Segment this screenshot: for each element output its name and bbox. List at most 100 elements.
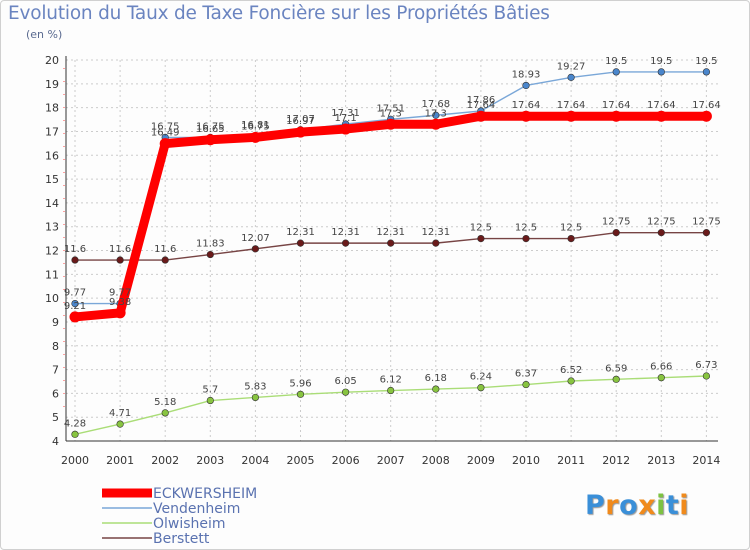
- data-label-olwisheim: 6.66: [650, 362, 672, 373]
- data-point-vendenheim: [567, 73, 575, 81]
- data-point-olwisheim: [657, 374, 665, 382]
- y-tick-label: 14: [45, 197, 59, 210]
- x-tick-label: 2014: [692, 454, 720, 467]
- data-label-vendenheim: 17.07: [286, 114, 315, 125]
- data-label-vendenheim: 19.5: [605, 56, 627, 67]
- data-label-vendenheim: 17.86: [467, 95, 496, 106]
- logo-letter: P: [585, 490, 606, 521]
- x-tick-label: 2006: [332, 454, 360, 467]
- legend-label: ECKWERSHEIM: [153, 486, 257, 502]
- data-point-berstett: [612, 229, 620, 237]
- y-tick-label: 9: [52, 316, 59, 329]
- data-point-berstett: [477, 234, 485, 243]
- y-tick-label: 12: [45, 245, 59, 258]
- data-label-vendenheim: 18.93: [512, 69, 541, 80]
- data-label-vendenheim: 9.77: [109, 288, 131, 299]
- data-point-berstett: [116, 256, 124, 264]
- legend-label: Berstett: [153, 531, 210, 547]
- data-label-eckwersheim: 16.65: [196, 124, 225, 135]
- data-point-eckwersheim: [159, 138, 171, 150]
- data-label-eckwersheim: 9.21: [64, 301, 86, 312]
- data-point-eckwersheim: [69, 311, 81, 323]
- data-point-eckwersheim: [610, 110, 622, 122]
- data-point-berstett: [71, 256, 79, 264]
- data-label-berstett: 12.31: [421, 227, 450, 238]
- data-label-berstett: 12.31: [286, 227, 315, 238]
- data-label-eckwersheim: 17.64: [467, 100, 496, 111]
- data-label-berstett: 12.75: [602, 217, 631, 228]
- data-label-berstett: 11.6: [154, 244, 176, 255]
- data-point-berstett: [702, 229, 711, 237]
- axes: 4 5 6 7 8 9 10 11 12 13 14 15 16 17 18 19 20 2000 2001 2002…: [45, 54, 720, 467]
- y-tick-label: 18: [45, 102, 59, 115]
- data-point-olwisheim: [477, 384, 485, 392]
- data-point-olwisheim: [161, 409, 169, 417]
- x-tick-label: 2011: [557, 454, 585, 467]
- data-point-vendenheim: [432, 111, 440, 119]
- unit-label: (en %): [26, 28, 63, 41]
- data-point-eckwersheim: [295, 126, 306, 138]
- data-label-vendenheim: 17.31: [331, 108, 360, 119]
- x-tick-label: 2012: [602, 454, 630, 467]
- data-label-olwisheim: 5.18: [154, 397, 176, 408]
- y-tick-label: 20: [45, 54, 59, 67]
- data-point-eckwersheim: [340, 123, 352, 135]
- data-label-olwisheim: 6.05: [334, 376, 356, 387]
- data-label-olwisheim: 4.71: [109, 408, 131, 419]
- data-label-olwisheim: 5.96: [289, 378, 311, 389]
- y-tick-label: 17: [45, 125, 59, 138]
- data-point-berstett: [342, 239, 350, 247]
- data-point-berstett: [161, 256, 169, 264]
- data-point-berstett: [251, 245, 259, 253]
- data-point-berstett: [522, 234, 530, 243]
- data-label-berstett: 12.31: [376, 227, 405, 238]
- x-tick-label: 2003: [196, 454, 224, 467]
- data-label-vendenheim: 16.75: [151, 121, 180, 132]
- data-label-eckwersheim: 17.64: [602, 100, 631, 111]
- data-point-olwisheim: [206, 396, 214, 405]
- data-point-berstett: [432, 239, 440, 247]
- y-tick-label: 15: [45, 173, 59, 186]
- y-tick-label: 11: [45, 268, 59, 281]
- data-point-olwisheim: [702, 372, 711, 380]
- data-label-eckwersheim: 17.64: [692, 100, 721, 111]
- x-tick-label: 2008: [422, 454, 450, 467]
- data-label-olwisheim: 6.18: [425, 373, 447, 384]
- data-point-vendenheim: [522, 81, 530, 90]
- data-point-berstett: [567, 234, 575, 243]
- data-label-eckwersheim: 16.49: [151, 128, 180, 139]
- x-tick-label: 2001: [106, 454, 134, 467]
- data-label-vendenheim: 16.81: [241, 120, 270, 131]
- data-point-eckwersheim: [430, 118, 442, 130]
- data-label-berstett: 12.5: [470, 223, 492, 234]
- logo-letter: t: [665, 490, 680, 521]
- data-label-olwisheim: 6.24: [470, 372, 492, 383]
- data-point-vendenheim: [612, 68, 620, 76]
- data-label-vendenheim: 19.5: [695, 56, 717, 67]
- data-label-eckwersheim: 9.38: [109, 297, 131, 308]
- data-labels: 11.6 11.6 11.6 11.83 12.07 12.31 12.31 12.31 12.…: [64, 56, 721, 429]
- data-point-eckwersheim: [565, 110, 577, 122]
- data-point-eckwersheim: [249, 131, 261, 143]
- data-label-vendenheim: 17.51: [376, 103, 405, 114]
- x-tick-label: 2000: [61, 454, 89, 467]
- data-point-berstett: [657, 229, 665, 237]
- y-tick-label: 4: [52, 435, 59, 448]
- logo-letter: r: [605, 490, 620, 521]
- data-label-olwisheim: 6.37: [515, 369, 537, 380]
- data-point-olwisheim: [567, 377, 575, 385]
- data-label-berstett: 11.83: [196, 239, 225, 250]
- data-point-eckwersheim: [204, 134, 216, 146]
- data-label-berstett: 12.5: [560, 223, 582, 234]
- data-label-olwisheim: 5.7: [202, 385, 218, 396]
- data-label-olwisheim: 6.59: [605, 363, 627, 374]
- data-point-eckwersheim: [520, 110, 532, 122]
- x-tick-label: 2005: [287, 454, 315, 467]
- data-label-berstett: 12.75: [647, 217, 676, 228]
- data-point-vendenheim: [702, 68, 711, 76]
- y-tick-label: 16: [45, 149, 59, 162]
- series-group: [69, 68, 712, 438]
- x-tick-label: 2013: [647, 454, 675, 467]
